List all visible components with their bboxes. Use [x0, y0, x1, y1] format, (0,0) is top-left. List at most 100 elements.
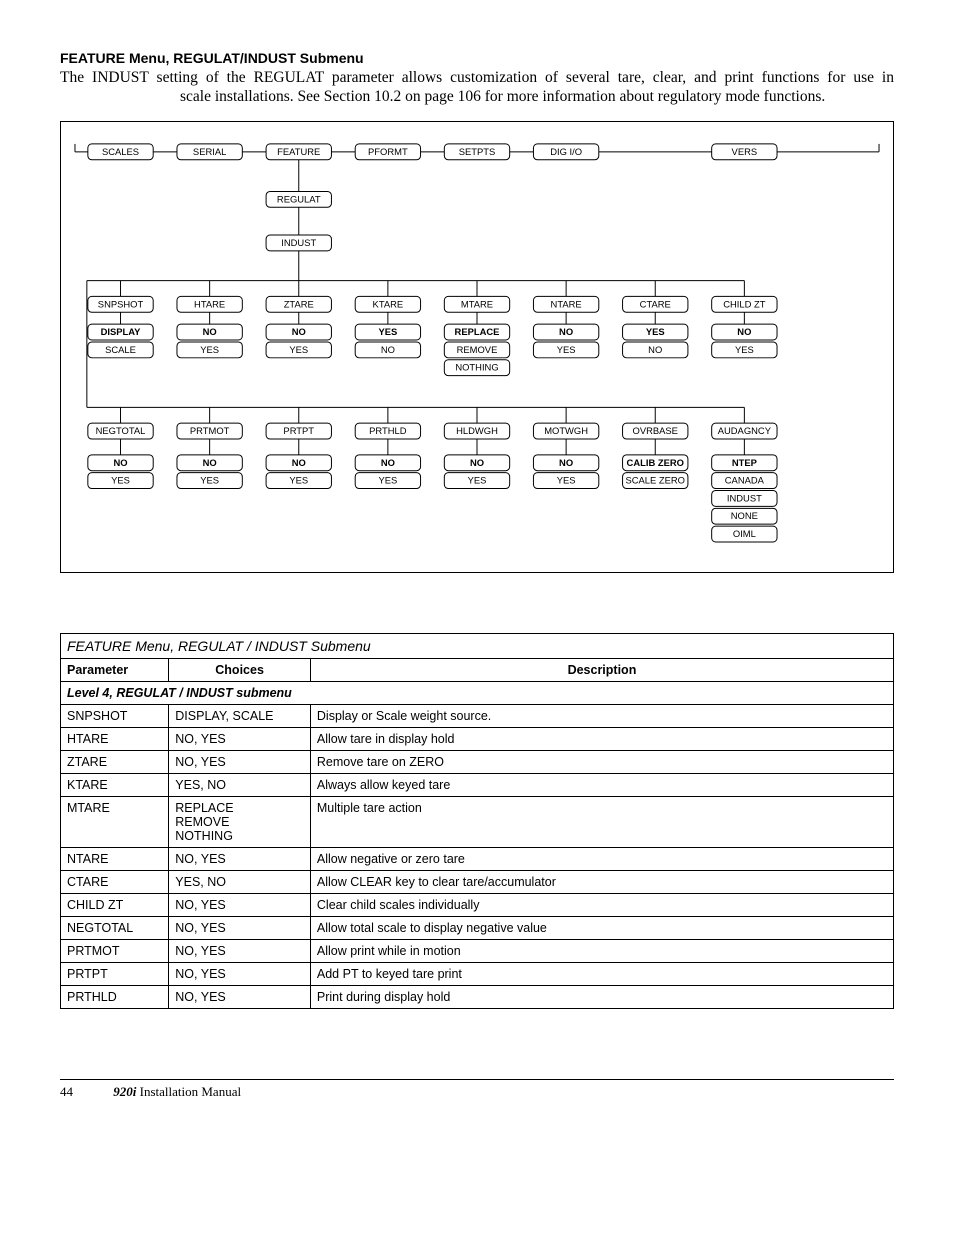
- header-choices: Choices: [169, 658, 311, 681]
- table-title: FEATURE Menu, REGULAT / INDUST Submenu: [61, 633, 894, 658]
- cell-parameter: PRTPT: [61, 962, 169, 985]
- svg-text:NO: NO: [113, 457, 127, 468]
- svg-text:YES: YES: [557, 474, 576, 485]
- svg-text:INDUST: INDUST: [281, 237, 316, 248]
- table-row: CHILD ZTNO, YESClear child scales indivi…: [61, 893, 894, 916]
- svg-text:DISPLAY: DISPLAY: [101, 326, 142, 337]
- svg-text:YES: YES: [200, 474, 219, 485]
- svg-text:YES: YES: [646, 326, 665, 337]
- svg-text:YES: YES: [378, 474, 397, 485]
- paragraph-part2: scale installations. See Section 10.2 on…: [180, 88, 825, 105]
- svg-text:NO: NO: [381, 344, 395, 355]
- svg-text:ZTARE: ZTARE: [284, 298, 314, 309]
- body-paragraph: The INDUST setting of the REGULAT parame…: [60, 68, 894, 107]
- svg-text:NO: NO: [292, 326, 306, 337]
- cell-description: Remove tare on ZERO: [310, 750, 893, 773]
- cell-parameter: SNPSHOT: [61, 704, 169, 727]
- table-level-row: Level 4, REGULAT / INDUST submenu: [61, 681, 894, 704]
- cell-choices: NO, YES: [169, 939, 311, 962]
- svg-text:VERS: VERS: [732, 146, 758, 157]
- svg-text:MOTWGH: MOTWGH: [544, 425, 588, 436]
- cell-choices: NO, YES: [169, 916, 311, 939]
- svg-text:PFORMT: PFORMT: [368, 146, 408, 157]
- svg-text:SCALE ZERO: SCALE ZERO: [625, 474, 685, 485]
- cell-description: Display or Scale weight source.: [310, 704, 893, 727]
- svg-text:NEGTOTAL: NEGTOTAL: [96, 425, 146, 436]
- table-header-row: Parameter Choices Description: [61, 658, 894, 681]
- cell-description: Allow total scale to display negative va…: [310, 916, 893, 939]
- cell-choices: NO, YES: [169, 985, 311, 1008]
- svg-text:NTARE: NTARE: [551, 298, 582, 309]
- cell-parameter: HTARE: [61, 727, 169, 750]
- cell-description: Allow tare in display hold: [310, 727, 893, 750]
- cell-parameter: KTARE: [61, 773, 169, 796]
- svg-text:CALIB ZERO: CALIB ZERO: [627, 457, 684, 468]
- svg-text:CHILD ZT: CHILD ZT: [723, 298, 766, 309]
- cell-choices: NO, YES: [169, 727, 311, 750]
- table-row: HTARENO, YESAllow tare in display hold: [61, 727, 894, 750]
- svg-text:NTEP: NTEP: [732, 457, 757, 468]
- cell-parameter: MTARE: [61, 796, 169, 847]
- svg-text:NOTHING: NOTHING: [455, 361, 498, 372]
- svg-text:SETPTS: SETPTS: [459, 146, 496, 157]
- footer-subtitle: Installation Manual: [136, 1084, 241, 1099]
- svg-text:HTARE: HTARE: [194, 298, 225, 309]
- table-row: PRTHLDNO, YESPrint during display hold: [61, 985, 894, 1008]
- svg-text:PRTPT: PRTPT: [283, 425, 314, 436]
- cell-parameter: ZTARE: [61, 750, 169, 773]
- svg-text:SNPSHOT: SNPSHOT: [98, 298, 144, 309]
- cell-description: Multiple tare action: [310, 796, 893, 847]
- cell-choices: DISPLAY, SCALE: [169, 704, 311, 727]
- svg-text:NO: NO: [381, 457, 395, 468]
- svg-text:PRTMOT: PRTMOT: [190, 425, 230, 436]
- svg-text:YES: YES: [468, 474, 487, 485]
- cell-parameter: NTARE: [61, 847, 169, 870]
- table-row: PRTPTNO, YESAdd PT to keyed tare print: [61, 962, 894, 985]
- menu-tree-diagram: SCALESSERIALFEATUREPFORMTSETPTSDIG I/OVE…: [60, 121, 894, 573]
- paragraph-part1: The INDUST setting of the REGULAT parame…: [60, 69, 894, 86]
- svg-text:YES: YES: [289, 344, 308, 355]
- svg-text:NONE: NONE: [731, 510, 758, 521]
- page-number: 44: [60, 1084, 110, 1100]
- svg-text:REMOVE: REMOVE: [457, 344, 498, 355]
- cell-description: Add PT to keyed tare print: [310, 962, 893, 985]
- cell-parameter: CTARE: [61, 870, 169, 893]
- svg-text:OVRBASE: OVRBASE: [633, 425, 678, 436]
- svg-text:INDUST: INDUST: [727, 492, 762, 503]
- svg-text:YES: YES: [289, 474, 308, 485]
- table-row: NTARENO, YESAllow negative or zero tare: [61, 847, 894, 870]
- section-heading: FEATURE Menu, REGULAT/INDUST Submenu: [60, 50, 894, 66]
- svg-text:SCALES: SCALES: [102, 146, 139, 157]
- table-level-label: Level 4, REGULAT / INDUST submenu: [61, 681, 894, 704]
- cell-choices: REPLACE REMOVE NOTHING: [169, 796, 311, 847]
- diagram-svg: SCALESSERIALFEATUREPFORMTSETPTSDIG I/OVE…: [71, 136, 883, 552]
- svg-text:YES: YES: [557, 344, 576, 355]
- header-parameter: Parameter: [61, 658, 169, 681]
- footer-title: 920i: [113, 1084, 136, 1099]
- cell-choices: NO, YES: [169, 893, 311, 916]
- cell-parameter: PRTHLD: [61, 985, 169, 1008]
- svg-text:NO: NO: [203, 326, 217, 337]
- svg-text:KTARE: KTARE: [373, 298, 404, 309]
- svg-text:REGULAT: REGULAT: [277, 193, 321, 204]
- svg-text:YES: YES: [111, 474, 130, 485]
- table-row: NEGTOTALNO, YESAllow total scale to disp…: [61, 916, 894, 939]
- parameter-table: FEATURE Menu, REGULAT / INDUST Submenu P…: [60, 633, 894, 1009]
- svg-text:YES: YES: [378, 326, 397, 337]
- svg-text:AUDAGNCY: AUDAGNCY: [718, 425, 772, 436]
- cell-choices: NO, YES: [169, 962, 311, 985]
- cell-parameter: CHILD ZT: [61, 893, 169, 916]
- svg-text:FEATURE: FEATURE: [277, 146, 320, 157]
- svg-text:NO: NO: [648, 344, 662, 355]
- svg-text:CANADA: CANADA: [725, 474, 765, 485]
- svg-text:NO: NO: [292, 457, 306, 468]
- svg-text:NO: NO: [737, 326, 751, 337]
- cell-choices: YES, NO: [169, 773, 311, 796]
- cell-choices: YES, NO: [169, 870, 311, 893]
- svg-text:NO: NO: [470, 457, 484, 468]
- table-row: KTAREYES, NOAlways allow keyed tare: [61, 773, 894, 796]
- svg-text:NO: NO: [203, 457, 217, 468]
- header-description: Description: [310, 658, 893, 681]
- table-row: CTAREYES, NOAllow CLEAR key to clear tar…: [61, 870, 894, 893]
- svg-text:SCALE: SCALE: [105, 344, 136, 355]
